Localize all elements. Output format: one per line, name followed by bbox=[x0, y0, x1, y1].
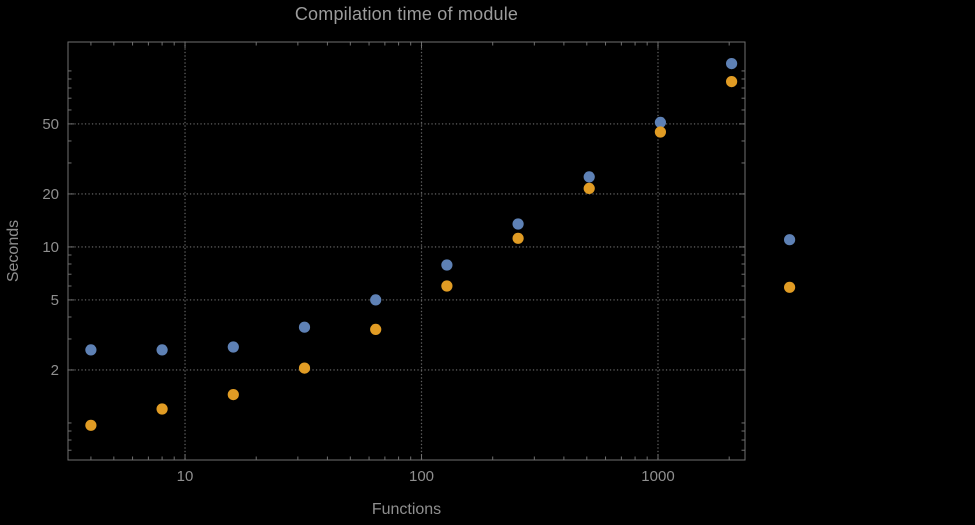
data-point bbox=[227, 341, 239, 353]
data-point bbox=[156, 344, 168, 356]
data-point bbox=[654, 126, 667, 138]
y-tick-label: 5 bbox=[51, 292, 59, 309]
y-tick-label: 10 bbox=[42, 239, 59, 256]
data-point bbox=[441, 280, 453, 292]
x-tick-label: 10 bbox=[177, 468, 194, 485]
data-point bbox=[298, 321, 311, 333]
chart-title: Compilation time of module bbox=[294, 4, 519, 24]
x-tick-label: 100 bbox=[409, 468, 434, 485]
axis-ticks bbox=[68, 42, 745, 460]
data-point bbox=[726, 58, 738, 70]
data-point bbox=[298, 362, 311, 374]
tick-labels: 10 100 1000 2 5 10 20 50 bbox=[42, 116, 674, 485]
data-point bbox=[726, 76, 738, 88]
data-point bbox=[85, 419, 97, 431]
data-point bbox=[583, 171, 595, 183]
orange-series bbox=[85, 76, 738, 431]
data-point bbox=[156, 403, 168, 415]
plot-frame bbox=[67, 41, 746, 461]
data-point bbox=[512, 232, 524, 244]
data-point bbox=[227, 389, 239, 401]
gridlines bbox=[67, 41, 746, 461]
y-axis-label: Seconds bbox=[5, 219, 22, 283]
data-point bbox=[654, 116, 667, 128]
x-axis-label: Functions bbox=[371, 501, 442, 518]
blue-series bbox=[85, 58, 738, 356]
data-point bbox=[370, 323, 382, 335]
legend-marker bbox=[784, 234, 796, 246]
data-point bbox=[85, 344, 97, 356]
y-tick-label: 20 bbox=[42, 186, 59, 203]
y-tick-label: 2 bbox=[51, 362, 59, 379]
data-point bbox=[441, 259, 453, 271]
x-tick-label: 1000 bbox=[641, 468, 674, 485]
data-point bbox=[370, 294, 382, 306]
legend-marker bbox=[784, 281, 796, 293]
data-point bbox=[583, 182, 595, 194]
data-point bbox=[512, 218, 524, 230]
y-tick-label: 50 bbox=[42, 116, 59, 133]
